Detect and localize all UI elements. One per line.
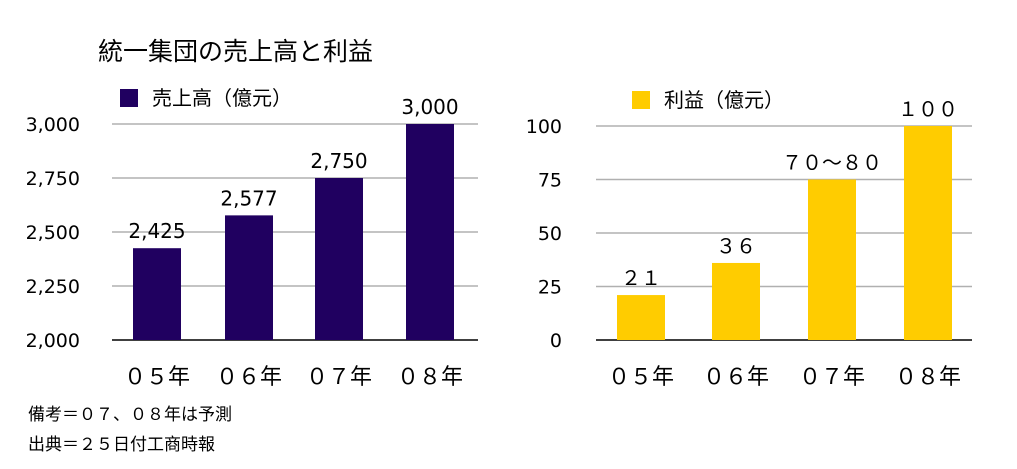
profit-data-label: １００ xyxy=(898,97,958,121)
profit-category-label: ０７年 xyxy=(799,365,865,390)
profit-category-label: ０６年 xyxy=(703,365,769,390)
sales-bar xyxy=(225,215,273,340)
sales-ytick-label: 2,500 xyxy=(26,222,80,244)
sales-category-label: ０６年 xyxy=(216,365,282,390)
profit-category-label: ０８年 xyxy=(895,365,961,390)
profit-legend-label: 利益（億元） xyxy=(664,88,784,112)
profit-bar xyxy=(712,262,760,340)
profit-data-label: ３６ xyxy=(716,234,756,258)
sales-data-label: 2,750 xyxy=(310,149,367,173)
remark-note: 備考＝０７、０８年は予測 xyxy=(28,405,232,425)
sales-bar xyxy=(406,124,454,340)
sales-data-label: 2,577 xyxy=(220,186,277,210)
profit-ytick-label: 0 xyxy=(550,330,562,352)
sales-ytick-label: 2,750 xyxy=(26,168,80,190)
profit-ytick-label: 75 xyxy=(538,170,562,192)
profit-ytick-label: 25 xyxy=(538,277,562,299)
sales-legend-swatch xyxy=(120,89,138,107)
profit-data-label: ７０～８０ xyxy=(782,151,882,175)
profit-bar xyxy=(617,295,665,340)
sales-data-label: 3,000 xyxy=(401,95,458,119)
profit-bar xyxy=(904,126,952,340)
sales-category-label: ０８年 xyxy=(397,365,463,390)
profit-bar xyxy=(808,179,856,340)
source-note: 出典＝２５日付工商時報 xyxy=(28,435,215,455)
sales-bar xyxy=(133,248,181,340)
sales-legend-label: 売上高（億元） xyxy=(152,86,292,110)
sales-ytick-label: 2,000 xyxy=(26,330,80,352)
chart-title: 統一集団の売上高と利益 xyxy=(98,37,374,66)
sales-ytick-label: 3,000 xyxy=(26,114,80,136)
profit-ytick-label: 100 xyxy=(526,116,562,138)
profit-legend-swatch xyxy=(632,91,650,109)
sales-ytick-label: 2,250 xyxy=(26,276,80,298)
profit-data-label: ２１ xyxy=(621,266,661,290)
sales-category-label: ０５年 xyxy=(124,365,190,390)
profit-ytick-label: 50 xyxy=(538,223,562,245)
profit-category-label: ０５年 xyxy=(608,365,674,390)
sales-category-label: ０７年 xyxy=(306,365,372,390)
sales-bar xyxy=(315,178,363,340)
sales-data-label: 2,425 xyxy=(128,219,185,243)
